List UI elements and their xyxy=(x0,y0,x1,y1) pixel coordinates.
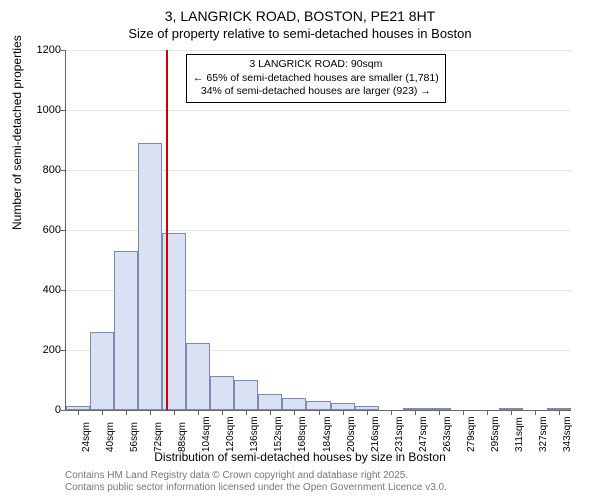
x-axis-label: Distribution of semi-detached houses by … xyxy=(0,450,600,464)
y-tick-label: 1000 xyxy=(21,104,61,116)
y-tick-label: 0 xyxy=(21,404,61,416)
reference-line xyxy=(166,50,168,410)
histogram-bar xyxy=(258,394,282,411)
x-tick-mark xyxy=(246,410,247,415)
annotation-box: 3 LANGRICK ROAD: 90sqm← 65% of semi-deta… xyxy=(186,54,446,103)
annotation-line: 34% of semi-detached houses are larger (… xyxy=(193,85,439,99)
plot-region: 02004006008001000120024sqm40sqm56sqm72sq… xyxy=(65,50,571,411)
histogram-bar xyxy=(210,376,234,411)
x-tick-mark xyxy=(487,410,488,415)
x-tick-mark xyxy=(126,410,127,415)
x-tick-mark xyxy=(294,410,295,415)
x-tick-mark xyxy=(463,410,464,415)
x-tick-label: 231sqm xyxy=(394,416,405,452)
x-tick-label: 104sqm xyxy=(201,416,212,452)
x-tick-label: 263sqm xyxy=(442,416,453,452)
y-tick-label: 200 xyxy=(21,344,61,356)
x-tick-mark xyxy=(102,410,103,415)
histogram-bar xyxy=(138,143,162,410)
gridline xyxy=(66,50,571,51)
footer-attribution: Contains HM Land Registry data © Crown c… xyxy=(65,470,447,494)
x-tick-mark xyxy=(174,410,175,415)
x-tick-label: 136sqm xyxy=(249,416,260,452)
histogram-bar xyxy=(90,332,114,410)
histogram-bar xyxy=(331,403,355,411)
x-tick-label: 200sqm xyxy=(346,416,357,452)
x-tick-label: 311sqm xyxy=(514,417,525,452)
histogram-bar xyxy=(114,251,138,410)
x-tick-label: 343sqm xyxy=(562,416,573,452)
x-tick-mark xyxy=(150,410,151,415)
y-tick-mark xyxy=(61,170,66,171)
x-tick-mark xyxy=(535,410,536,415)
annotation-line: ← 65% of semi-detached houses are smalle… xyxy=(193,72,439,86)
x-tick-label: 72sqm xyxy=(153,422,164,452)
x-tick-label: 88sqm xyxy=(177,422,188,452)
x-tick-mark xyxy=(222,410,223,415)
y-axis-label: Number of semi-detached properties xyxy=(10,35,24,230)
histogram-bar xyxy=(306,401,330,410)
x-tick-label: 168sqm xyxy=(297,416,308,452)
x-tick-mark xyxy=(343,410,344,415)
x-tick-mark xyxy=(198,410,199,415)
y-tick-label: 400 xyxy=(21,284,61,296)
x-tick-label: 184sqm xyxy=(322,416,333,452)
footer-line2: Contains public sector information licen… xyxy=(65,482,447,494)
x-tick-mark xyxy=(415,410,416,415)
chart-area: 02004006008001000120024sqm40sqm56sqm72sq… xyxy=(65,50,570,410)
y-tick-mark xyxy=(61,110,66,111)
x-tick-label: 279sqm xyxy=(466,416,477,452)
x-tick-mark xyxy=(391,410,392,415)
x-tick-label: 24sqm xyxy=(81,422,92,452)
x-tick-mark xyxy=(78,410,79,415)
chart-subtitle: Size of property relative to semi-detach… xyxy=(0,24,600,41)
x-tick-mark xyxy=(511,410,512,415)
x-tick-label: 40sqm xyxy=(105,422,116,452)
x-tick-label: 327sqm xyxy=(538,416,549,452)
annotation-line: 3 LANGRICK ROAD: 90sqm xyxy=(193,58,439,72)
chart-title: 3, LANGRICK ROAD, BOSTON, PE21 8HT xyxy=(0,0,600,24)
y-tick-mark xyxy=(61,350,66,351)
x-tick-mark xyxy=(319,410,320,415)
y-tick-mark xyxy=(61,230,66,231)
chart-container: 3, LANGRICK ROAD, BOSTON, PE21 8HT Size … xyxy=(0,0,600,500)
x-tick-mark xyxy=(367,410,368,415)
x-tick-label: 247sqm xyxy=(418,416,429,452)
gridline xyxy=(66,110,571,111)
x-tick-label: 120sqm xyxy=(225,416,236,452)
x-tick-mark xyxy=(559,410,560,415)
y-tick-mark xyxy=(61,50,66,51)
x-tick-label: 56sqm xyxy=(129,422,140,452)
histogram-bar xyxy=(186,343,210,411)
x-tick-mark xyxy=(270,410,271,415)
y-tick-mark xyxy=(61,410,66,411)
x-tick-label: 295sqm xyxy=(490,416,501,452)
y-tick-label: 600 xyxy=(21,224,61,236)
histogram-bar xyxy=(234,380,258,410)
y-tick-label: 800 xyxy=(21,164,61,176)
y-tick-mark xyxy=(61,290,66,291)
x-tick-label: 216sqm xyxy=(370,416,381,452)
x-tick-label: 152sqm xyxy=(273,416,284,452)
y-tick-label: 1200 xyxy=(21,44,61,56)
x-tick-mark xyxy=(439,410,440,415)
footer-line1: Contains HM Land Registry data © Crown c… xyxy=(65,470,447,482)
histogram-bar xyxy=(282,398,306,410)
